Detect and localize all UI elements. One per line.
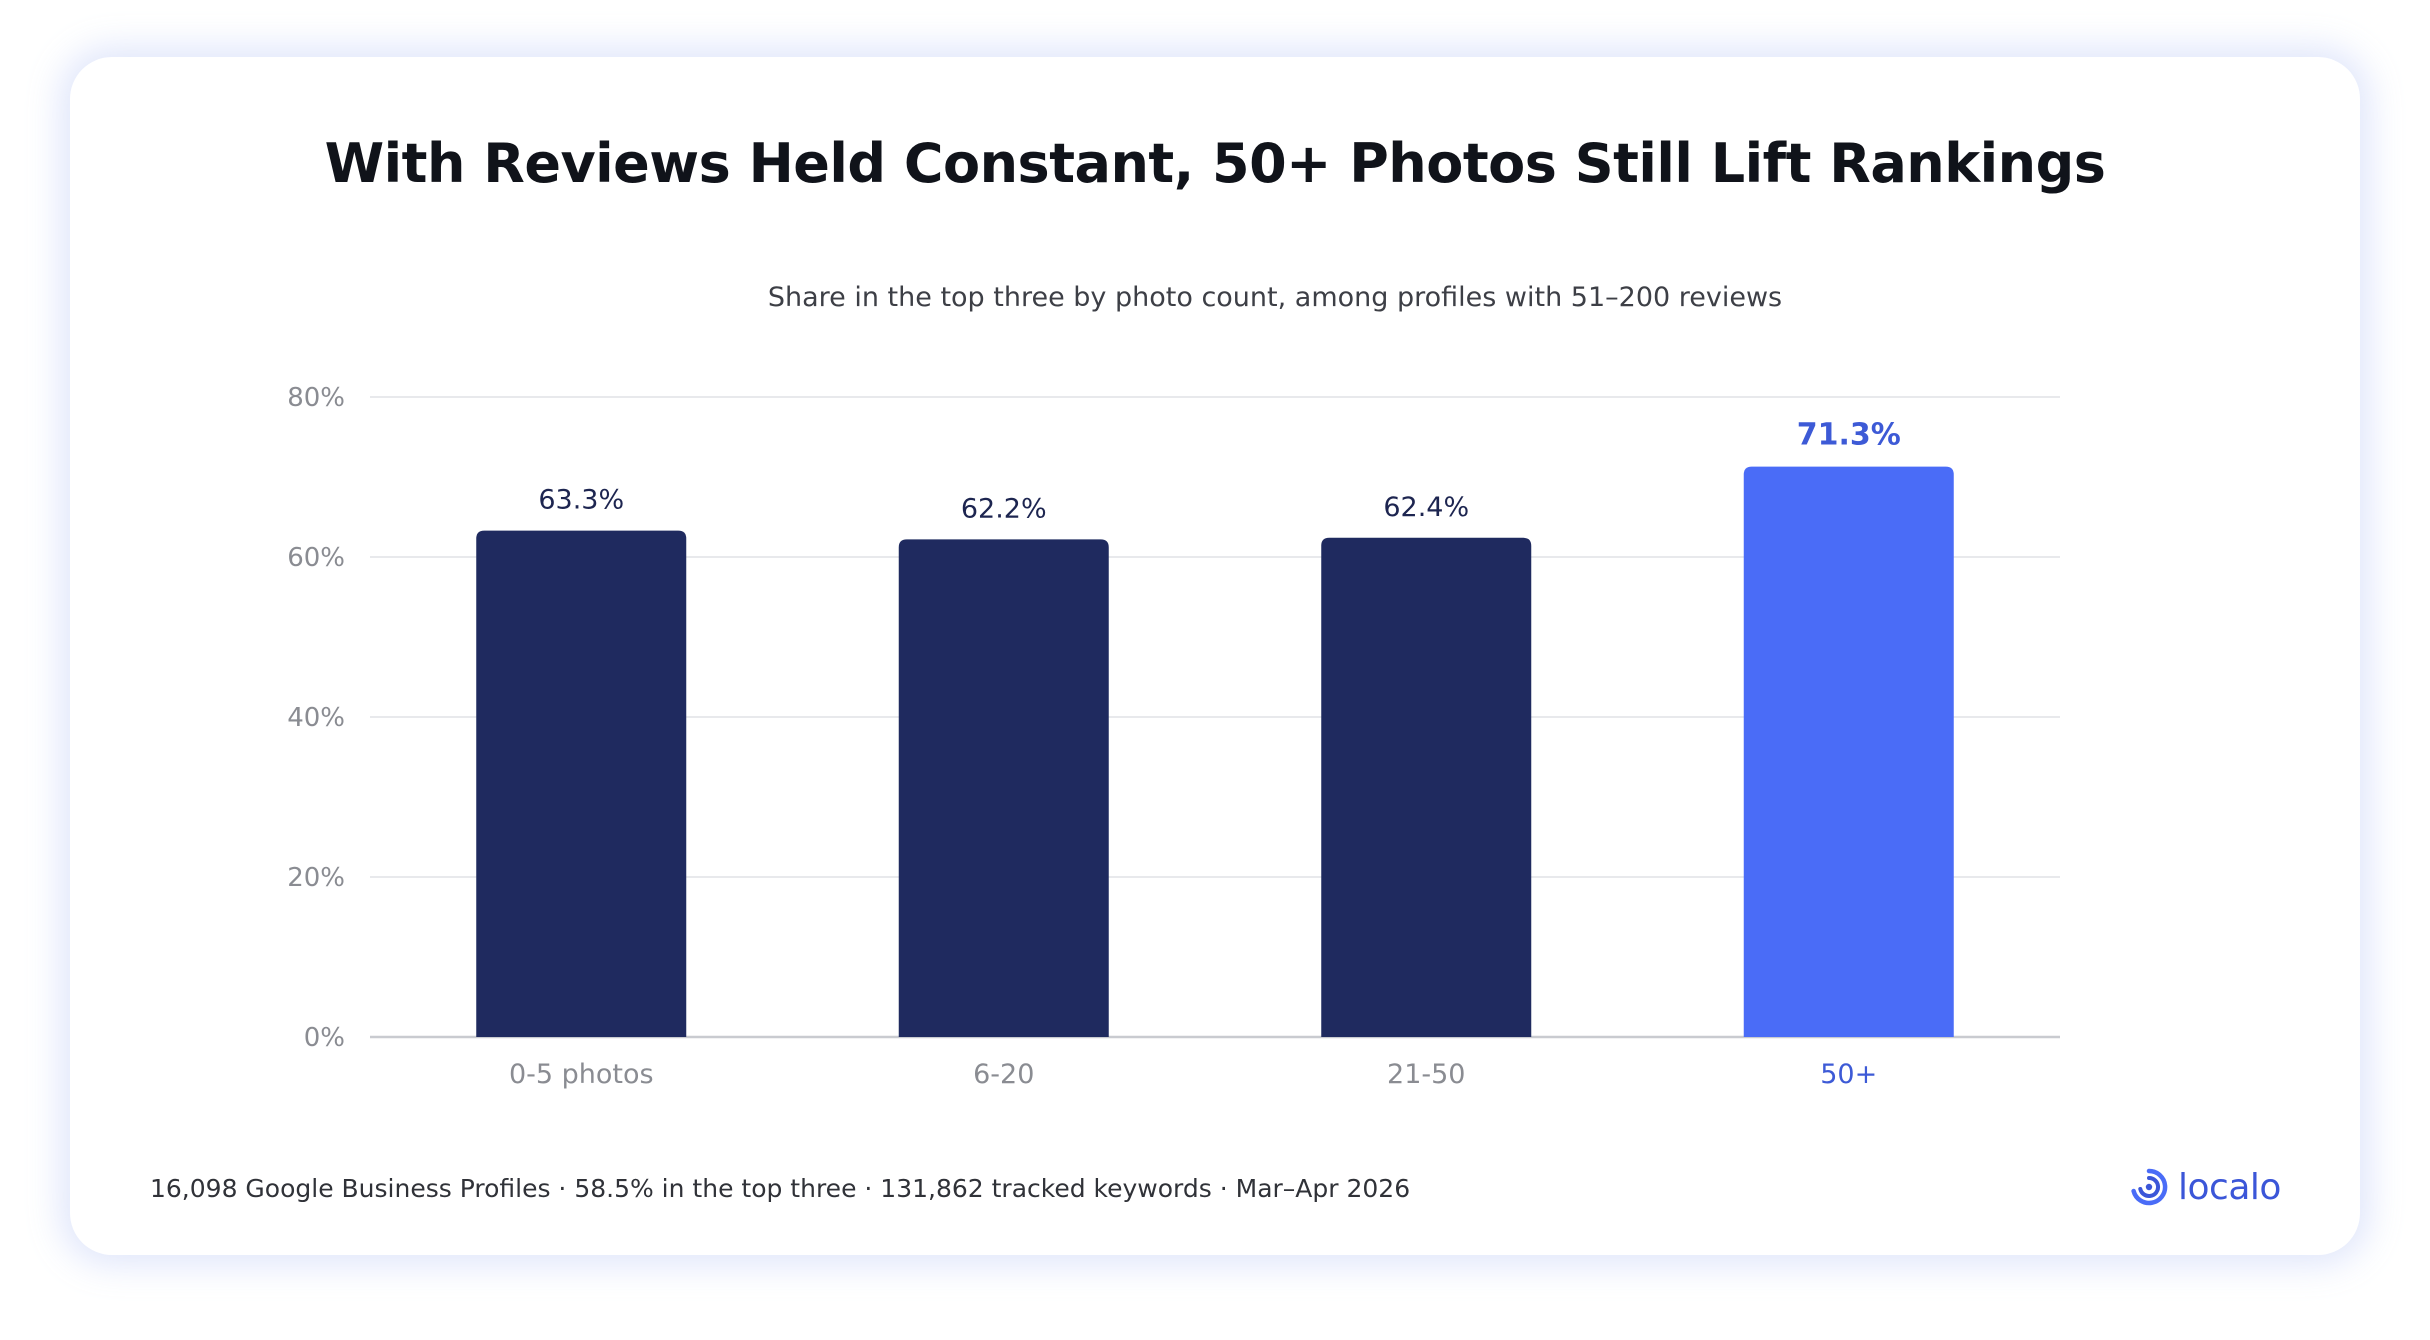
bar-value-label: 62.4% xyxy=(1383,492,1469,523)
x-tick-label: 21-50 xyxy=(1387,1059,1465,1090)
bar xyxy=(1743,466,1954,1038)
bar-value-label: 71.3% xyxy=(1797,418,1901,453)
y-tick-label: 40% xyxy=(287,703,345,733)
brand-logo: localo xyxy=(2128,1162,2281,1212)
x-tick-label: 50+ xyxy=(1820,1059,1877,1090)
x-tick-label: 0-5 photos xyxy=(509,1059,654,1090)
chart-card xyxy=(70,57,2360,1255)
bar-value-label: 63.3% xyxy=(538,485,624,516)
bar xyxy=(898,539,1109,1037)
y-tick-label: 20% xyxy=(287,863,345,893)
bar xyxy=(476,530,687,1037)
bar-value-label: 62.2% xyxy=(961,493,1047,524)
localo-logo-icon xyxy=(2131,1168,2168,1206)
x-tick-label: 6-20 xyxy=(973,1059,1034,1090)
y-tick-label: 0% xyxy=(304,1023,345,1053)
footer-note: 16,098 Google Business Profiles · 58.5% … xyxy=(150,1174,1411,1203)
chart-title: With Reviews Held Constant, 50+ Photos S… xyxy=(324,132,2106,195)
chart-subtitle: Share in the top three by photo count, a… xyxy=(767,282,1783,313)
brand-name: localo xyxy=(2178,1166,2281,1208)
bar xyxy=(1321,537,1532,1037)
y-tick-label: 60% xyxy=(287,543,345,573)
y-tick-label: 80% xyxy=(287,383,345,413)
